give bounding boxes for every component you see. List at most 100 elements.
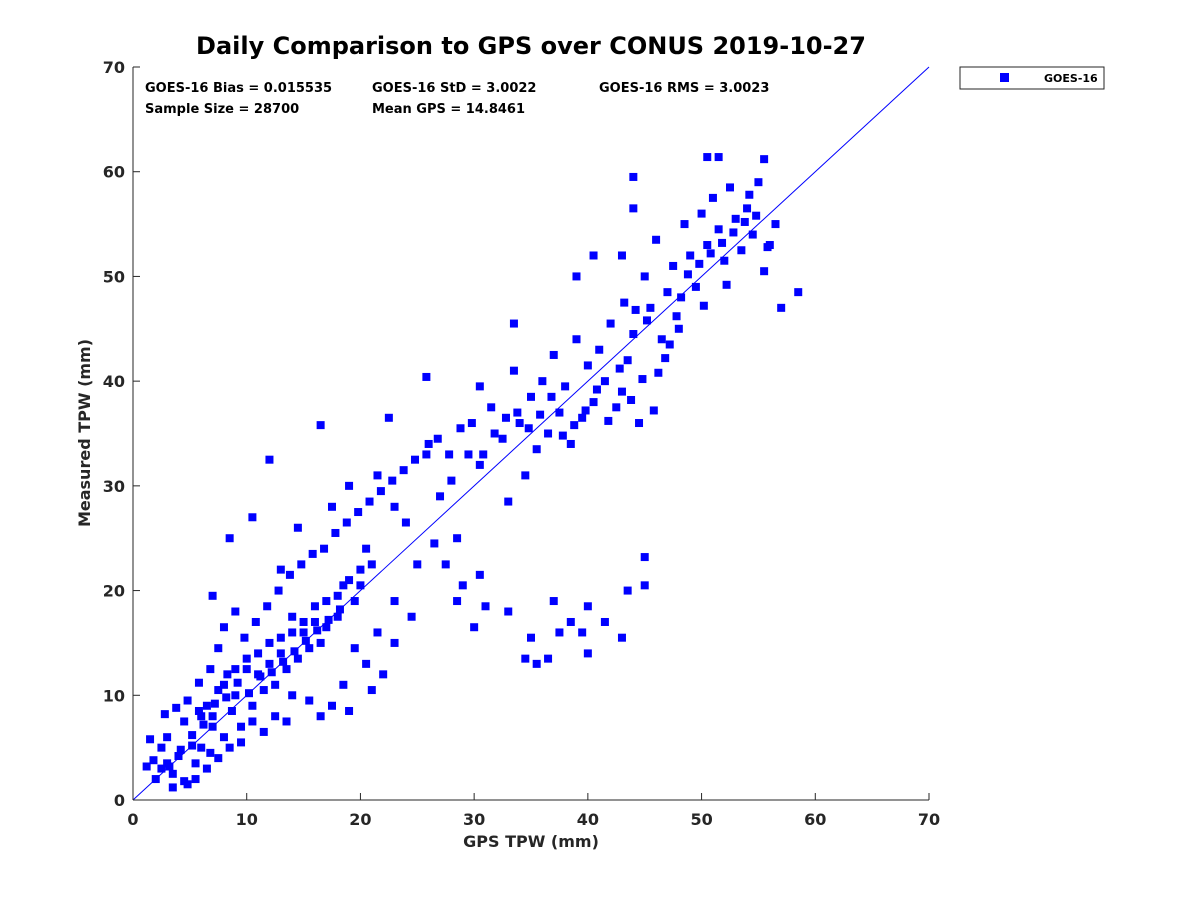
data-point [210,699,219,708]
data-point [248,701,257,710]
data-point [191,775,200,784]
data-point [672,312,681,321]
data-point [737,246,746,255]
y-tick-label: 60 [103,163,125,182]
data-point [222,693,231,702]
data-point [748,230,757,239]
data-point [606,319,615,328]
data-point [726,183,734,192]
data-point [527,633,535,642]
data-point [237,722,246,731]
data-point [240,633,249,642]
data-point [555,628,564,637]
data-point [208,712,217,721]
data-point [592,385,601,394]
data-point [635,419,644,428]
data-point [322,597,331,606]
data-point [583,602,592,611]
data-point [595,345,604,354]
data-point [521,471,530,480]
data-point [729,228,738,237]
data-point [225,534,234,543]
data-point [547,392,556,401]
data-point [760,267,769,276]
y-tick-label: 10 [103,686,125,705]
data-point [157,764,166,773]
data-point [333,591,342,600]
data-point [617,251,626,260]
data-point [683,270,692,279]
data-point [384,413,393,422]
legend-marker [1000,73,1009,82]
y-tick-label: 70 [103,58,125,77]
data-point [674,324,683,333]
data-point [208,591,217,600]
data-point [445,450,454,459]
data-point [174,752,183,761]
data-point [176,745,185,754]
legend: GOES-16 [959,66,1105,90]
data-point [251,617,260,626]
data-point [293,523,302,532]
data-point [436,492,445,501]
data-point [536,410,545,419]
data-point [168,769,177,778]
data-point [248,513,257,522]
data-point [623,586,632,595]
data-point [316,421,325,430]
y-axis-label: Measured TPW (mm) [75,339,94,527]
data-point [282,665,291,674]
data-point [475,382,484,391]
data-point [219,733,228,742]
x-tick-label: 30 [463,810,485,829]
data-point [227,706,236,715]
data-point [583,361,592,370]
data-point [458,581,467,590]
data-point [254,649,263,658]
data-point [305,644,314,653]
data-point [310,602,319,611]
data-point [538,377,547,386]
data-point [731,214,740,223]
data-point [513,408,522,417]
data-point [345,481,354,490]
data-point [194,678,203,687]
data-point [413,560,422,569]
data-point [285,570,294,579]
y-tick-label: 30 [103,477,125,496]
data-point [464,450,473,459]
data-point [642,316,651,325]
data-point [223,670,232,679]
y-tick-label: 0 [114,791,125,810]
data-point [433,434,442,443]
data-point [617,387,626,396]
data-point [760,155,769,164]
data-point [549,350,558,359]
data-point [740,217,749,226]
data-point [752,211,761,220]
data-point [549,597,558,606]
data-point [274,586,283,595]
data-point [640,581,649,590]
data-point [339,680,348,689]
data-point [695,259,704,268]
data-point [265,455,274,464]
data-point [718,238,727,247]
data-point [188,731,197,740]
data-point [612,403,621,412]
data-point [481,602,490,611]
data-point [231,665,240,674]
data-point [345,706,354,715]
data-point [745,190,754,199]
data-point [706,249,715,258]
data-point [572,335,581,344]
data-point [629,330,638,339]
data-point [509,366,518,375]
data-point [271,712,280,721]
data-point [615,364,624,373]
data-point [487,403,496,412]
data-point [743,204,752,213]
data-point [206,665,215,674]
data-point [199,720,208,729]
data-point [475,460,484,469]
